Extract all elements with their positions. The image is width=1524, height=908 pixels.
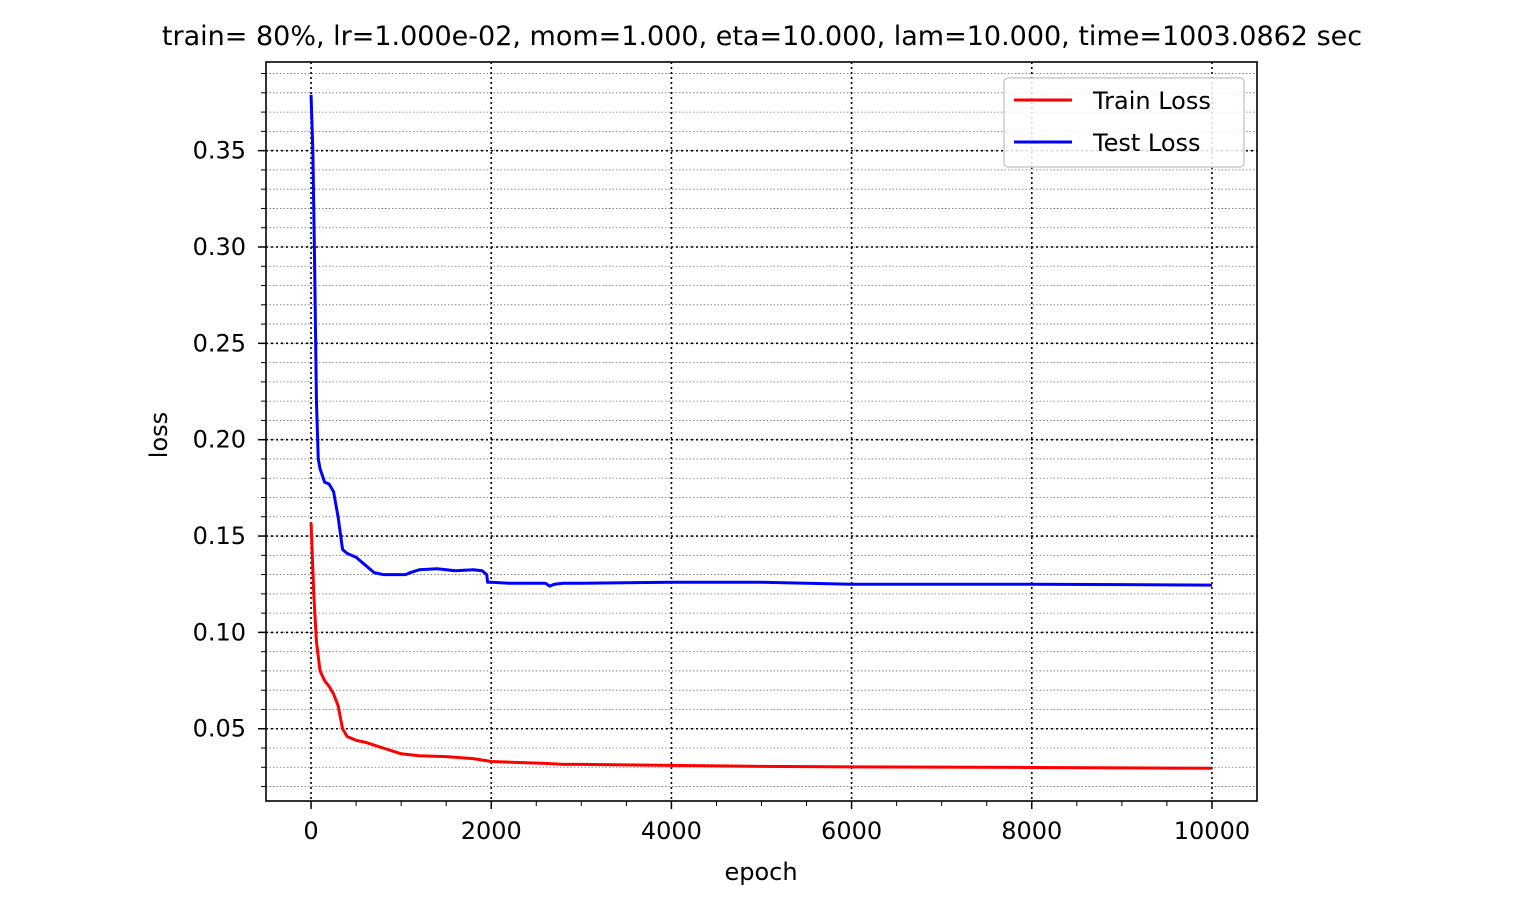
legend: Train Loss Test Loss (1003, 77, 1245, 168)
x-tick-label: 6000 (821, 817, 882, 845)
legend-label-train-loss: Train Loss (1092, 87, 1211, 115)
series-line-train-loss (309, 522, 1212, 770)
y-tick-label: 0.20 (193, 426, 246, 454)
x-tick-label: 4000 (641, 817, 702, 845)
x-tick-label: 2000 (461, 817, 522, 845)
y-tick-label: 0.25 (193, 329, 246, 357)
legend-label-test-loss: Test Loss (1092, 129, 1201, 157)
x-tick-label: 10000 (1174, 817, 1250, 845)
y-tick-label: 0.35 (193, 137, 246, 165)
ticks: 0 2000 4000 6000 8000 10000 0.05 0.10 0.15 0.20 0.… (193, 73, 1250, 845)
plot-lines (309, 94, 1212, 770)
y-tick-label: 0.05 (193, 715, 246, 743)
y-tick-label: 0.10 (193, 618, 246, 646)
y-tick-label: 0.30 (193, 233, 246, 261)
x-axis-label: epoch (724, 858, 797, 886)
series-line-test-loss (309, 94, 1212, 588)
chart-title: train= 80%, lr=1.000e-02, mom=1.000, eta… (162, 21, 1362, 52)
x-tick-label: 0 (303, 817, 318, 845)
y-tick-label: 0.15 (193, 522, 246, 550)
x-tick-label: 8000 (1001, 817, 1062, 845)
y-axis-label: loss (145, 412, 173, 458)
